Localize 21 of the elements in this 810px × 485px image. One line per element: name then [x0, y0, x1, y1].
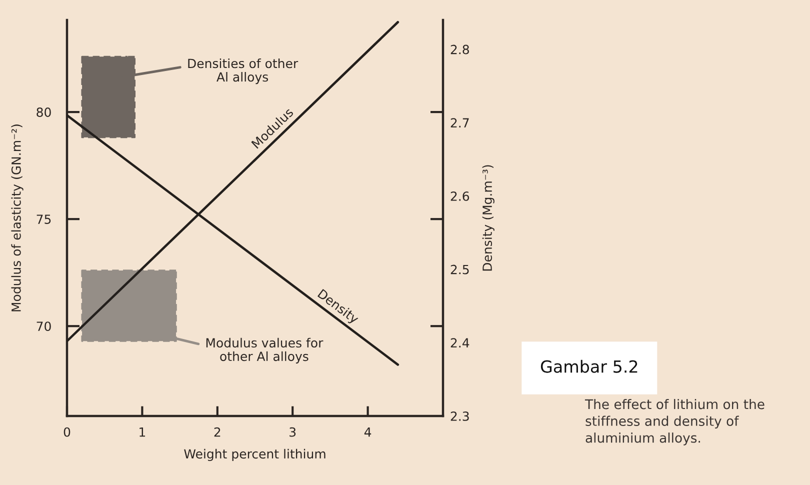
- y2-tick-label: 2.7: [450, 118, 469, 128]
- y2-tick-label: 2.3: [450, 411, 469, 421]
- legend-label: Densities of other Al alloys: [188, 58, 298, 84]
- y-tick-label: 70: [36, 322, 51, 332]
- x-tick-label: 3: [290, 427, 296, 437]
- x-tick-label: 2: [214, 427, 220, 437]
- x-axis-title: Weight percent lithium: [184, 448, 326, 462]
- y-axis-title: Modulus of elasticity (GN.m⁻²): [11, 124, 24, 312]
- text: Gambar 5.2: [540, 360, 638, 373]
- x-tick-label: 1: [140, 427, 146, 437]
- y2-tick-label: 2.6: [450, 191, 470, 201]
- text: The effect of lithium on the stiffness and density of aluminium alloys.: [584, 399, 764, 446]
- y2-axis-title: Density (Mg.m⁻³): [482, 165, 494, 271]
- legend-label: Modulus values for other Al alloys: [206, 338, 324, 364]
- y-tick-label: 75: [36, 214, 51, 224]
- y-tick-label: 80: [36, 108, 51, 117]
- y2-tick-label: 2.4: [450, 338, 470, 348]
- x-tick-label: 4: [364, 427, 372, 437]
- y2-tick-label: 2.8: [450, 44, 469, 54]
- y2-tick-label: 2.5: [450, 264, 469, 274]
- x-tick-label: 0: [64, 427, 70, 437]
